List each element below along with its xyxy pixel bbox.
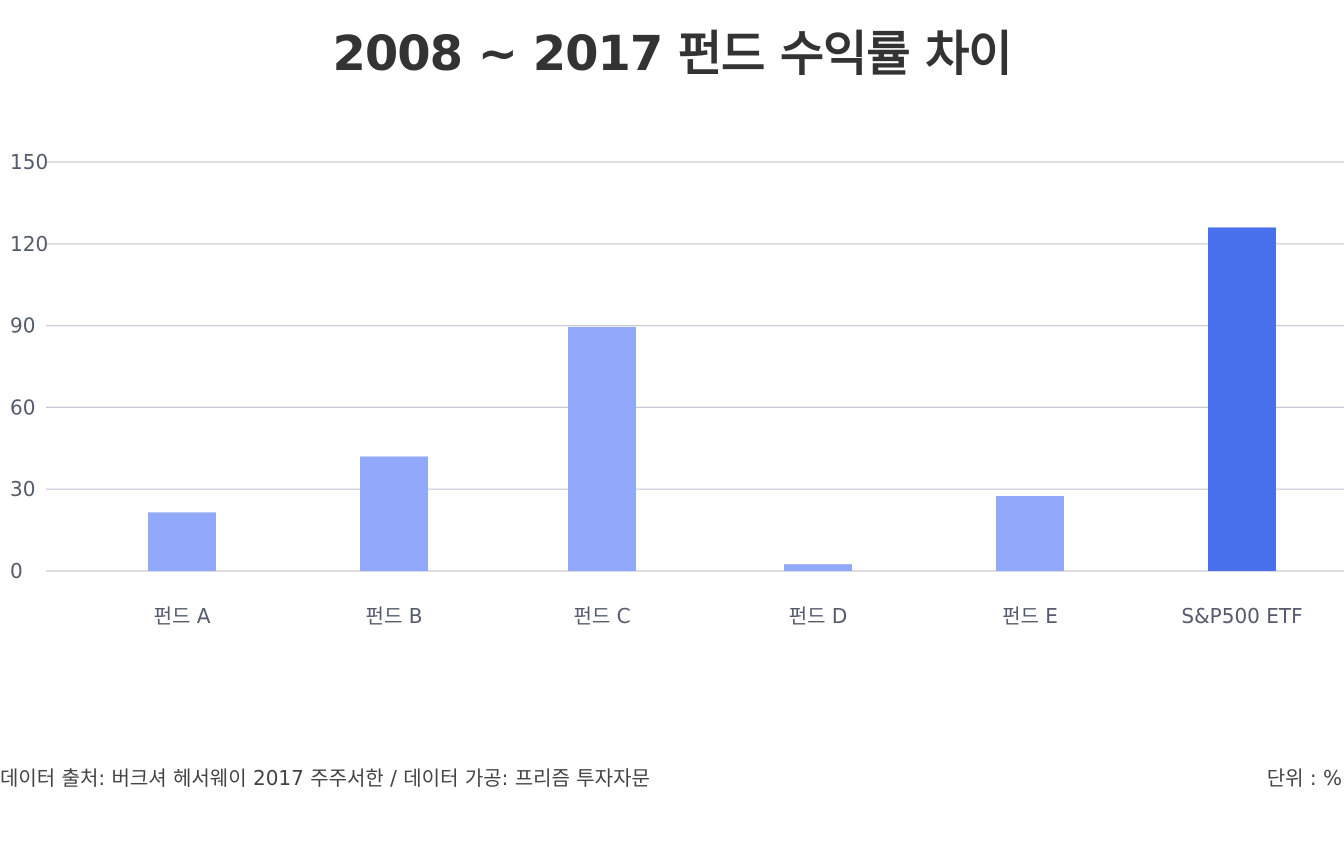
bar-1 — [148, 512, 216, 571]
unit-note: 단위 : % — [1266, 766, 1342, 790]
x-category-label: 펀드 A — [154, 604, 211, 628]
x-category-label: 펀드 C — [573, 604, 630, 628]
y-tick-label: 30 — [10, 477, 35, 501]
bar-2 — [360, 456, 428, 571]
x-category-label: 펀드 D — [789, 604, 848, 628]
data-source-note: 데이터 출처: 버크셔 헤서웨이 2017 주주서한 / 데이터 가공: 프리즘… — [0, 766, 650, 790]
bar-3 — [568, 326, 636, 571]
bar-6 — [1208, 227, 1276, 571]
y-axis-ticks: 0 30 60 90 120 150 — [10, 150, 48, 583]
y-tick-label: 150 — [10, 150, 48, 174]
chart-title: 2008 ~ 2017 펀드 수익률 차이 — [332, 26, 1012, 82]
x-category-label: 펀드 E — [1002, 604, 1058, 628]
gridlines — [46, 161, 1344, 572]
bar-5 — [996, 496, 1064, 571]
y-tick-label: 120 — [10, 232, 48, 256]
x-category-label: 펀드 B — [366, 604, 423, 628]
x-axis-labels: 펀드 A 펀드 B 펀드 C 펀드 D 펀드 E S&P500 ETF — [154, 604, 1303, 628]
y-tick-label: 90 — [10, 314, 35, 338]
y-tick-label: 60 — [10, 395, 35, 419]
bars — [148, 227, 1276, 571]
y-tick-label: 0 — [10, 559, 23, 583]
x-category-label: S&P500 ETF — [1181, 604, 1302, 628]
bar-4 — [784, 564, 852, 571]
